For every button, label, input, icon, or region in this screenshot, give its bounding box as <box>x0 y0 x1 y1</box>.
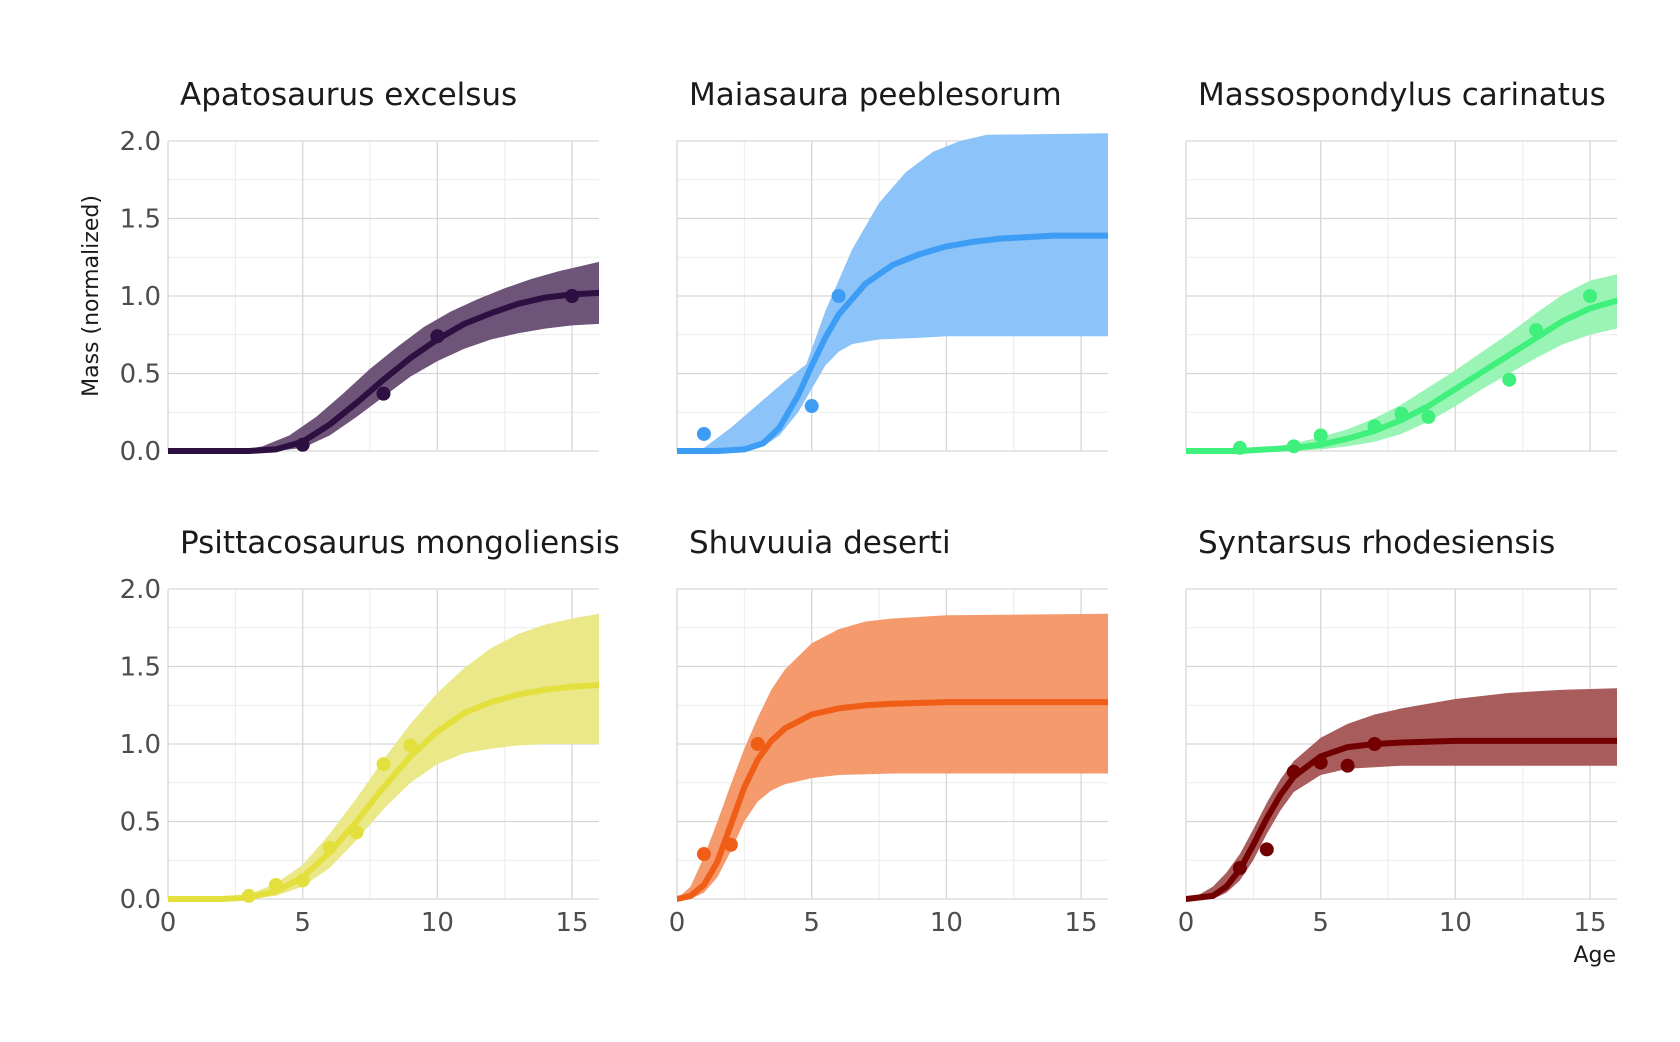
y-axis-title: Mass (normalized) <box>79 195 104 397</box>
data-point <box>1313 428 1328 443</box>
data-point <box>1367 419 1382 434</box>
panel-content <box>1186 274 1617 454</box>
confidence-band <box>168 261 599 451</box>
y-tick-label: 2.0 <box>120 575 161 605</box>
panel-title: Apatosaurus excelsus <box>180 77 517 113</box>
data-point <box>1313 755 1328 770</box>
x-tick-label: 5 <box>803 908 820 938</box>
y-tick-label: 1.0 <box>120 730 161 760</box>
data-point <box>376 386 391 401</box>
data-point <box>376 757 391 772</box>
data-point <box>295 873 310 888</box>
fitted-growth-curve <box>677 699 1108 902</box>
data-point <box>1394 406 1409 421</box>
data-point <box>1340 758 1355 773</box>
x-tick-label: 0 <box>669 908 686 938</box>
facet-panel-1: Apatosaurus excelsus 0.0 0.5 1.0 1.5 2.0 <box>120 77 599 467</box>
facet-panel-3: Massospondylus carinatus <box>1185 77 1617 455</box>
data-point <box>1286 764 1301 779</box>
data-point <box>750 737 765 751</box>
data-point <box>1232 440 1247 455</box>
y-tick-label: 1.5 <box>120 653 161 683</box>
data-point <box>565 289 580 303</box>
panel-title: Massospondylus carinatus <box>1198 77 1606 113</box>
data-point <box>1421 409 1436 424</box>
facet-panel-6: Syntarsus rhodesiensis 0 5 10 15 <box>1178 525 1617 938</box>
confidence-band <box>1186 688 1617 899</box>
y-tick-label: 1.0 <box>120 282 161 312</box>
data-point <box>1286 439 1301 454</box>
x-tick-label: 15 <box>1065 908 1098 938</box>
panel-content <box>168 261 599 454</box>
confidence-band <box>677 133 1108 452</box>
confidence-band <box>168 613 599 899</box>
x-tick-label: 5 <box>294 908 311 938</box>
x-tick-label: 10 <box>421 908 454 938</box>
fitted-growth-curve <box>1186 297 1617 454</box>
y-tick-label: 0.5 <box>120 808 161 838</box>
x-tick-label: 15 <box>556 908 589 938</box>
data-point <box>349 825 364 840</box>
x-tick-label: 5 <box>1312 908 1329 938</box>
y-tick-label: 0.0 <box>120 885 161 915</box>
data-point <box>322 840 337 855</box>
data-point <box>1583 289 1598 303</box>
x-tick-label: 0 <box>1178 908 1195 938</box>
data-point <box>1529 323 1544 338</box>
data-point <box>1232 861 1247 875</box>
fitted-growth-curve <box>677 232 1108 454</box>
data-point <box>723 837 738 852</box>
x-tick-label: 0 <box>160 908 177 938</box>
x-tick-label: 10 <box>1439 908 1472 938</box>
data-point <box>696 847 711 862</box>
data-point <box>268 878 283 893</box>
y-tick-label: 2.0 <box>120 127 161 157</box>
panel-content <box>1186 688 1617 902</box>
confidence-band <box>1186 274 1617 451</box>
data-point <box>1502 372 1517 387</box>
fitted-growth-curve <box>1186 737 1617 902</box>
panel-title: Psittacosaurus mongoliensis <box>180 525 620 561</box>
panel-title: Maiasaura peeblesorum <box>689 77 1062 113</box>
y-tick-label: 0.5 <box>120 360 161 390</box>
panel-content <box>677 133 1108 454</box>
data-point <box>295 437 310 452</box>
y-tick-label: 1.5 <box>120 205 161 235</box>
x-tick-label: 15 <box>1574 908 1607 938</box>
data-point <box>1259 842 1274 857</box>
data-point <box>831 289 846 303</box>
y-tick-label: 0.0 <box>120 437 161 467</box>
data-point <box>403 738 418 753</box>
facet-panel-2: Maiasaura peeblesorum <box>676 77 1108 454</box>
x-axis-title: Age <box>1573 943 1616 968</box>
data-point <box>241 888 256 903</box>
panel-content <box>677 613 1108 902</box>
data-point <box>430 329 445 344</box>
confidence-band <box>677 613 1108 899</box>
fitted-growth-curve <box>168 682 599 902</box>
data-point <box>696 426 711 441</box>
x-tick-label: 10 <box>930 908 963 938</box>
panel-content <box>168 613 599 902</box>
data-point <box>1367 737 1382 751</box>
fitted-growth-curve <box>168 289 599 454</box>
panel-title: Shuvuuia deserti <box>689 525 951 561</box>
panel-title: Syntarsus rhodesiensis <box>1198 525 1555 561</box>
facet-panel-5: Shuvuuia deserti 0 5 10 15 <box>669 525 1108 938</box>
data-point <box>804 399 819 414</box>
facet-panel-4: Psittacosaurus mongoliensis 0.0 0.5 1.0 1.5 2… <box>120 525 620 938</box>
